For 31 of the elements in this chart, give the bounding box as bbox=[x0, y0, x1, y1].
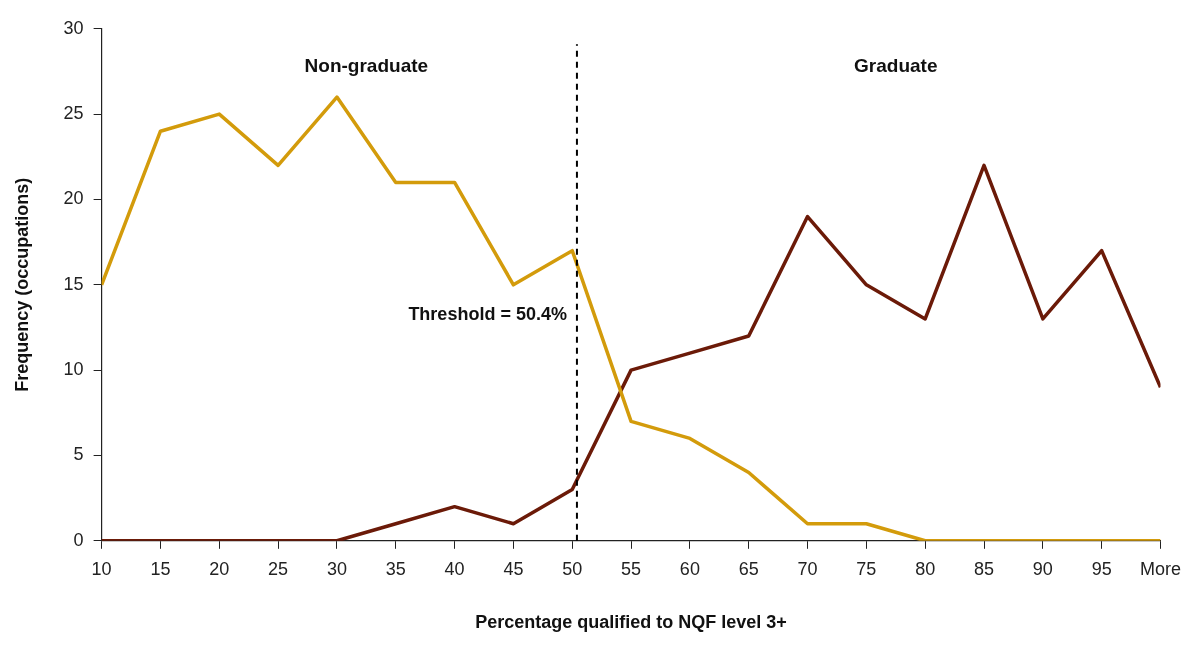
x-tick-label: 90 bbox=[1032, 558, 1053, 579]
y-tick-label: 0 bbox=[73, 529, 84, 550]
x-tick-label: 65 bbox=[738, 558, 759, 579]
x-tick-label: 95 bbox=[1091, 558, 1112, 579]
x-axis-title: Percentage qualified to NQF level 3+ bbox=[475, 612, 787, 633]
x-tick-label: 30 bbox=[326, 558, 347, 579]
x-tick-label: 20 bbox=[209, 558, 230, 579]
x-tick-label: 75 bbox=[856, 558, 877, 579]
x-tick-label: More bbox=[1139, 558, 1181, 579]
y-axis-title: Frequency (occupations) bbox=[11, 177, 32, 392]
x-tick-label: 15 bbox=[150, 558, 171, 579]
ref-line-label: Threshold = 50.4% bbox=[408, 304, 567, 325]
y-tick-label: 30 bbox=[63, 17, 84, 38]
x-tick-label: 10 bbox=[91, 558, 112, 579]
annotation: Non-graduate bbox=[304, 55, 429, 77]
y-tick-label: 20 bbox=[63, 188, 84, 209]
x-tick-label: 45 bbox=[503, 558, 524, 579]
annotation: Graduate bbox=[854, 55, 938, 77]
x-tick-label: 85 bbox=[974, 558, 995, 579]
x-tick-label: 55 bbox=[621, 558, 642, 579]
y-tick-label: 10 bbox=[63, 359, 84, 380]
y-tick-label: 25 bbox=[63, 103, 84, 124]
x-tick-label: 70 bbox=[797, 558, 818, 579]
x-tick-label: 35 bbox=[385, 558, 406, 579]
x-tick-label: 40 bbox=[444, 558, 465, 579]
y-tick-label: 15 bbox=[63, 273, 84, 294]
x-tick-label: 25 bbox=[268, 558, 289, 579]
x-tick-label: 60 bbox=[679, 558, 700, 579]
x-tick-label: 80 bbox=[915, 558, 936, 579]
x-tick-label: 50 bbox=[562, 558, 583, 579]
y-tick-label: 5 bbox=[73, 444, 84, 465]
